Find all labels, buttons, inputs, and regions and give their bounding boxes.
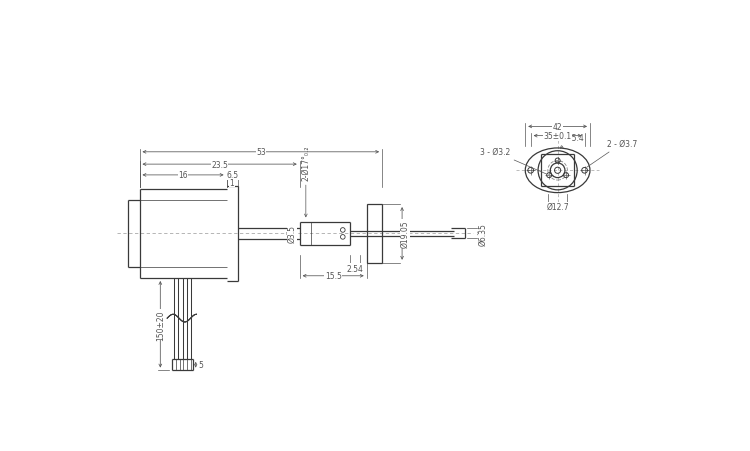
Text: 2-Ø17°₀.₂: 2-Ø17°₀.₂: [302, 145, 310, 217]
Text: Ø12.7: Ø12.7: [546, 202, 569, 212]
Text: Ø3.5: Ø3.5: [287, 225, 296, 243]
Text: 53: 53: [256, 148, 266, 157]
Text: 5: 5: [199, 360, 204, 369]
Text: 150±20: 150±20: [156, 309, 165, 340]
Text: 23.5: 23.5: [211, 160, 228, 169]
Text: 2 - Ø3.7: 2 - Ø3.7: [586, 139, 638, 168]
Text: 42: 42: [553, 123, 562, 132]
Text: 2.54: 2.54: [346, 264, 363, 273]
Text: 16: 16: [178, 171, 188, 180]
Text: 35±0.1: 35±0.1: [544, 132, 572, 141]
Text: 1: 1: [230, 179, 234, 188]
Text: 15.5: 15.5: [325, 272, 341, 281]
Text: Ø6.35: Ø6.35: [478, 222, 488, 245]
Text: Ø25.4: Ø25.4: [560, 133, 584, 149]
Text: 3 - Ø3.2: 3 - Ø3.2: [480, 148, 547, 175]
Text: Ø19.05: Ø19.05: [400, 220, 410, 248]
Text: 6.5: 6.5: [226, 171, 238, 180]
